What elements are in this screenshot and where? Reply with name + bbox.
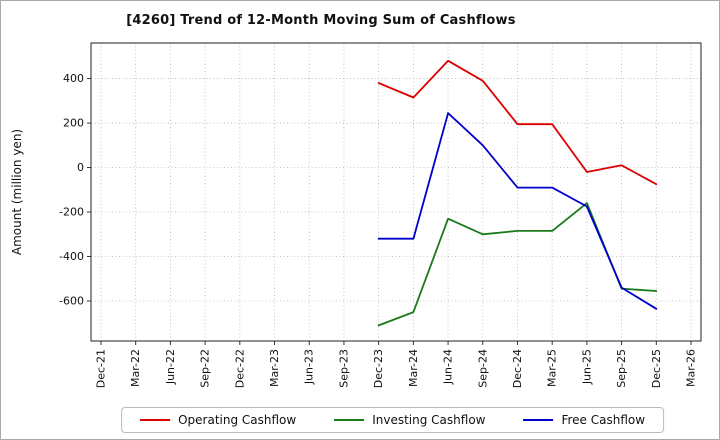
svg-text:-200: -200: [59, 206, 84, 219]
svg-text:Mar-22: Mar-22: [129, 349, 142, 387]
svg-text:Dec-25: Dec-25: [650, 349, 663, 388]
svg-text:Dec-21: Dec-21: [95, 349, 108, 388]
operating-cashflow-line-swatch: [140, 419, 171, 421]
legend-label-investing-cashflow: Investing Cashflow: [372, 413, 486, 427]
svg-text:Mar-23: Mar-23: [268, 349, 281, 387]
svg-text:Dec-22: Dec-22: [233, 349, 246, 388]
svg-text:Sep-23: Sep-23: [337, 349, 350, 388]
svg-text:Sep-25: Sep-25: [615, 349, 628, 388]
svg-text:0: 0: [77, 161, 84, 174]
investing-cashflow-line-swatch: [334, 419, 365, 421]
svg-text:Dec-24: Dec-24: [511, 349, 524, 388]
legend: Operating Cashflow Investing Cashflow Fr…: [121, 407, 665, 433]
free-cashflow-line-swatch: [523, 419, 554, 421]
svg-text:Mar-24: Mar-24: [407, 349, 420, 387]
svg-text:Sep-24: Sep-24: [476, 349, 489, 388]
svg-text:Jun-22: Jun-22: [164, 349, 177, 385]
svg-text:Mar-26: Mar-26: [685, 349, 698, 387]
plot-area: -600 -400 -200 0 200 400 Dec-21 Mar-22 Jun-22 Sep…: [10, 42, 702, 388]
svg-text:400: 400: [63, 72, 84, 85]
svg-text:Sep-22: Sep-22: [199, 349, 212, 388]
chart-title: [4260] Trend of 12-Month Moving Sum of C…: [126, 13, 516, 28]
svg-text:-600: -600: [59, 294, 84, 307]
legend-item-free-cashflow: Free Cashflow: [523, 413, 645, 427]
svg-text:Jun-24: Jun-24: [442, 349, 455, 385]
legend-label-operating-cashflow: Operating Cashflow: [178, 413, 297, 427]
svg-text:Dec-23: Dec-23: [372, 349, 385, 388]
svg-text:200: 200: [63, 117, 84, 130]
legend-label-free-cashflow: Free Cashflow: [561, 413, 646, 427]
svg-text:Jun-25: Jun-25: [580, 349, 593, 385]
legend-item-operating-cashflow: Operating Cashflow: [140, 413, 296, 427]
legend-item-investing-cashflow: Investing Cashflow: [334, 413, 485, 427]
svg-text:Mar-25: Mar-25: [546, 349, 559, 387]
svg-text:-400: -400: [59, 250, 84, 263]
svg-text:Jun-23: Jun-23: [303, 349, 316, 385]
svg-text:Amount (million yen): Amount (million yen): [10, 129, 24, 255]
